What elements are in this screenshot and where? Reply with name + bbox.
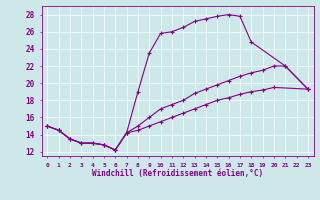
- X-axis label: Windchill (Refroidissement éolien,°C): Windchill (Refroidissement éolien,°C): [92, 169, 263, 178]
